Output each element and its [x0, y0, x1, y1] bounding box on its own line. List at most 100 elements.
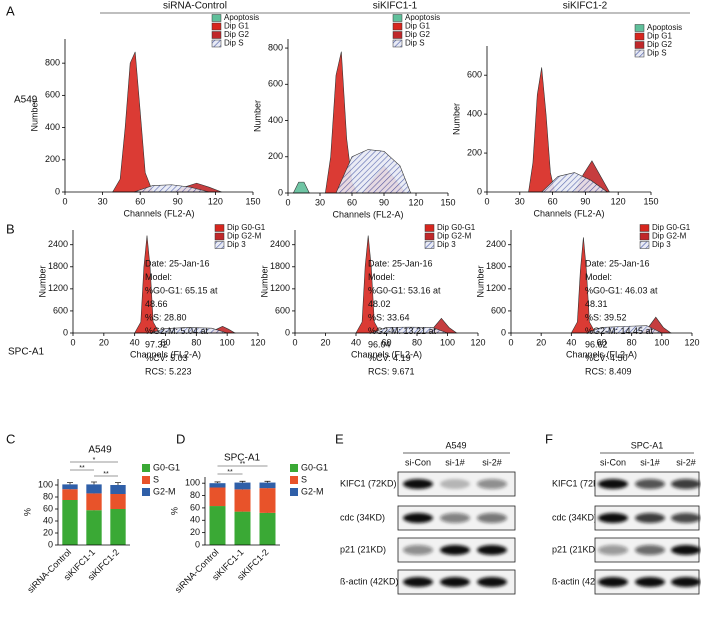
y-tick-label: 2400	[486, 239, 506, 249]
x-tick-label: 40	[566, 337, 576, 347]
model-text: 48.02	[368, 299, 391, 309]
legend-swatch	[424, 241, 435, 249]
bar-segment	[62, 500, 78, 545]
lane-label: si-2#	[482, 457, 502, 467]
x-tick-label: 60	[381, 337, 391, 347]
legend-swatch	[634, 41, 645, 49]
x-axis-label: Channels (FL2-A)	[332, 209, 403, 219]
y-tick-label: 200	[467, 147, 482, 157]
x-tick-label: 40	[130, 337, 140, 347]
legend-swatch	[214, 224, 225, 232]
y-tick-label: 100	[185, 478, 200, 488]
lane-label: si-1#	[640, 457, 660, 467]
significance-mark: **	[240, 461, 246, 468]
y-tick-label: 1200	[48, 283, 68, 293]
model-text: 48.66	[145, 299, 168, 309]
y-axis-label: %	[169, 507, 179, 515]
x-tick-label: 100	[220, 337, 235, 347]
legend-label: Dip G0-G1	[437, 223, 476, 232]
y-axis-label: Number	[252, 100, 262, 132]
model-text: 97.32	[145, 339, 168, 349]
model-text: %G2-M: 5.04 at	[145, 326, 209, 336]
legend-swatch	[392, 31, 403, 39]
legend-swatch	[639, 224, 650, 232]
model-text: %S: 33.64	[368, 312, 410, 322]
x-tick-label: 150	[643, 196, 658, 206]
x-axis-label: Channels (FL2-A)	[130, 349, 201, 359]
y-tick-label: 200	[45, 154, 60, 164]
legend-label: Dip S	[647, 49, 667, 58]
blot-band	[635, 577, 665, 587]
bar-segment	[209, 506, 226, 545]
y-tick-label: 2400	[270, 239, 290, 249]
protein-label: KIFC1 (72KD)	[340, 478, 397, 488]
blot-band	[635, 479, 665, 489]
error-bar	[67, 482, 73, 485]
protein-label: p21 (21KD)	[340, 544, 386, 554]
y-tick-label: 600	[275, 305, 290, 315]
legend-label: Dip G2	[224, 30, 249, 39]
error-bar	[115, 482, 121, 485]
x-tick-label: 150	[245, 196, 260, 206]
legend-swatch	[634, 32, 645, 41]
x-tick-label: 120	[611, 196, 626, 206]
legend-swatch	[290, 476, 298, 484]
y-axis-label: Number	[475, 265, 485, 297]
y-tick-label: 1800	[270, 261, 290, 271]
legend-label: G0-G1	[153, 462, 180, 472]
y-tick-label: 0	[195, 539, 200, 549]
x-tick-label: 30	[515, 196, 525, 206]
legend-label: Dip S	[224, 39, 244, 48]
x-tick-label: 120	[684, 337, 699, 347]
legend-label: G0-G1	[301, 462, 328, 472]
panel-label: E	[335, 431, 344, 446]
model-text: %CV: 5.03	[145, 353, 188, 363]
bar-segment	[209, 487, 226, 507]
blot-title: SPC-A1	[631, 440, 664, 450]
blot-band	[477, 545, 507, 555]
bar-segment	[234, 489, 251, 512]
y-tick-label: 0	[477, 186, 482, 196]
significance-mark: **	[79, 465, 85, 472]
legend-label: Dip G2-M	[227, 232, 262, 241]
x-tick-label: 0	[62, 196, 67, 206]
histogram-peak	[528, 67, 556, 193]
model-text: %CV: 4.19	[368, 353, 411, 363]
histogram-peak	[292, 181, 310, 194]
legend-swatch	[211, 31, 222, 39]
bar-segment	[86, 484, 102, 494]
blot-band	[598, 577, 628, 587]
y-tick-label: 1800	[486, 261, 506, 271]
legend-swatch	[424, 232, 435, 241]
model-text: 96.04	[368, 339, 391, 349]
y-tick-label: 1800	[48, 261, 68, 271]
legend-label: Dip 3	[437, 240, 456, 249]
x-axis-label: Channels (FL2-A)	[123, 208, 194, 218]
blot-band	[477, 479, 507, 489]
model-text: 48.31	[585, 299, 608, 309]
legend-label: Dip G1	[405, 22, 430, 31]
panel-label: A	[6, 3, 15, 18]
x-tick-label: 20	[320, 337, 330, 347]
legend-swatch	[392, 22, 403, 31]
significance-mark: **	[227, 469, 233, 476]
legend-label: Dip G2	[647, 40, 672, 49]
x-tick-label: 100	[440, 337, 455, 347]
bar-segment	[110, 494, 126, 509]
model-text: %G0-G1: 46.03 at	[585, 285, 658, 295]
legend-swatch	[142, 476, 150, 484]
bar-segment	[86, 510, 102, 545]
legend-swatch	[424, 224, 435, 232]
panel-label: C	[6, 431, 15, 446]
lane-label: si-Con	[600, 457, 626, 467]
model-text: %G2-M: 13.21 at	[368, 326, 437, 336]
blot-band	[440, 513, 470, 523]
y-tick-label: 600	[53, 305, 68, 315]
y-tick-label: 60	[190, 502, 200, 512]
protein-label: ß-actin (42KD)	[340, 576, 399, 586]
lane-label: si-1#	[445, 457, 465, 467]
legend-label: Dip G0-G1	[227, 223, 266, 232]
legend-label: G2-M	[153, 486, 176, 496]
x-tick-label: 80	[627, 337, 637, 347]
